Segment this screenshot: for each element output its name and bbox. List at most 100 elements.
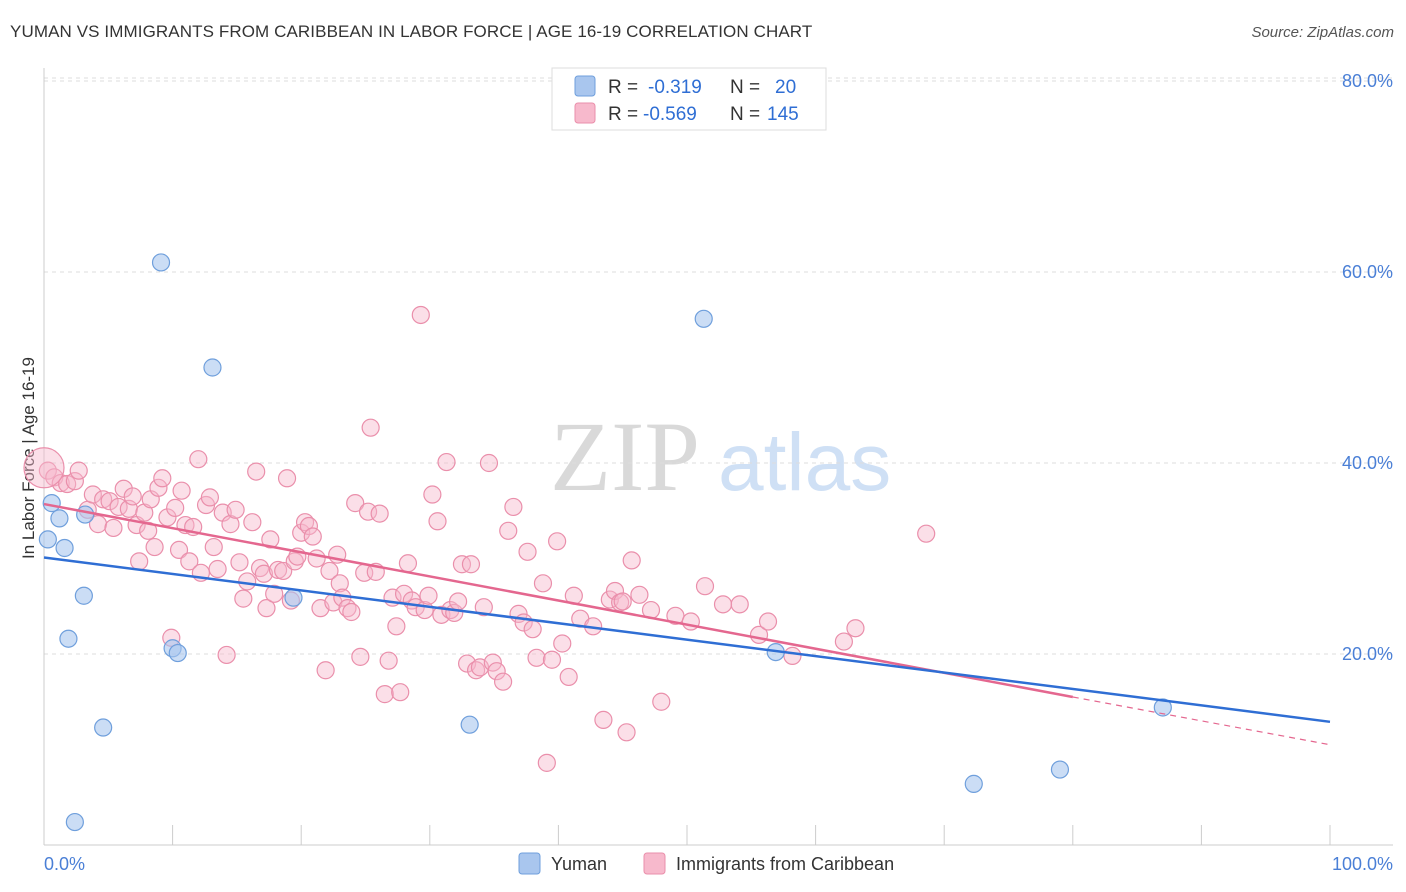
point-yuman <box>168 643 187 663</box>
point-caribbean <box>834 632 853 651</box>
point-caribbean <box>419 586 438 605</box>
point-yuman <box>59 629 78 648</box>
point-caribbean <box>303 527 322 546</box>
point-yuman <box>42 494 61 513</box>
point-caribbean <box>487 662 506 681</box>
point-caribbean <box>537 753 556 772</box>
point-caribbean <box>613 592 632 611</box>
legend-r-label-caribbean: R = <box>608 104 638 125</box>
source-credit: Source: ZipAtlas.com <box>1251 24 1394 41</box>
point-caribbean <box>100 492 119 511</box>
point-caribbean <box>361 418 380 437</box>
point-caribbean <box>448 592 468 611</box>
legend-r-value-caribbean: -0.569 <box>643 104 697 125</box>
point-caribbean <box>559 667 578 687</box>
point-caribbean <box>630 585 649 604</box>
legend-swatch-caribbean <box>574 102 596 124</box>
point-caribbean <box>88 515 108 534</box>
point-caribbean <box>243 513 262 532</box>
point-caribbean <box>594 710 613 729</box>
point-caribbean <box>553 634 572 653</box>
chart-title: YUMAN VS IMMIGRANTS FROM CARIBBEAN IN LA… <box>10 22 813 41</box>
point-caribbean <box>217 645 236 665</box>
x-tick-label-end: 100.0% <box>1332 854 1393 874</box>
point-yuman <box>50 509 69 528</box>
series-caribbean-points <box>23 305 936 772</box>
point-caribbean <box>533 574 553 593</box>
point-caribbean <box>299 516 319 536</box>
point-caribbean <box>391 683 410 702</box>
point-caribbean <box>548 532 567 551</box>
point-caribbean <box>758 612 778 631</box>
point-caribbean <box>695 577 715 596</box>
axes <box>43 68 1393 846</box>
point-caribbean <box>622 551 641 570</box>
watermark-zip: ZIP <box>550 401 700 512</box>
point-yuman <box>94 718 113 737</box>
point-caribbean <box>123 487 142 506</box>
point-caribbean <box>23 447 65 489</box>
legend-swatch-yuman <box>574 75 596 97</box>
point-caribbean <box>379 651 398 670</box>
point-caribbean <box>38 461 57 480</box>
point-caribbean <box>730 595 749 614</box>
point-caribbean <box>320 561 339 581</box>
point-caribbean <box>238 572 257 591</box>
point-caribbean <box>172 481 191 500</box>
bottom-legend-label-yuman: Yuman <box>551 854 607 874</box>
point-yuman <box>55 538 74 558</box>
point-caribbean <box>351 647 370 666</box>
x-ticks <box>172 825 1331 845</box>
trend-lines <box>43 502 1331 746</box>
point-caribbean <box>428 512 447 531</box>
legend-n-value-yuman: 20 <box>775 77 796 98</box>
point-yuman <box>1153 698 1172 717</box>
point-yuman <box>284 588 303 607</box>
legend-box <box>551 67 827 131</box>
bottom-legend-swatch-yuman <box>518 852 541 875</box>
y-tick-label: 40.0% <box>1342 453 1393 473</box>
point-caribbean <box>130 552 149 571</box>
point-caribbean <box>917 524 936 543</box>
point-caribbean <box>652 692 671 711</box>
point-caribbean <box>483 653 502 672</box>
trend-line-caribbean <box>43 502 1074 699</box>
point-caribbean <box>523 620 542 639</box>
y-tick-label: 20.0% <box>1342 644 1393 664</box>
legend-n-label-yuman: N = <box>730 77 760 98</box>
point-caribbean <box>166 498 185 517</box>
point-caribbean <box>230 553 249 572</box>
point-caribbean <box>316 661 335 680</box>
point-caribbean <box>330 574 349 593</box>
y-tick-label: 80.0% <box>1342 71 1393 91</box>
point-caribbean <box>65 472 84 491</box>
point-caribbean <box>437 452 456 472</box>
point-yuman <box>694 309 713 328</box>
point-caribbean <box>277 469 297 488</box>
point-caribbean <box>342 602 361 622</box>
bottom-legend-swatch-caribbean <box>643 852 666 875</box>
point-caribbean <box>257 599 276 618</box>
point-yuman <box>964 774 983 793</box>
trend-line-yuman <box>43 556 1331 724</box>
point-caribbean <box>104 518 123 538</box>
point-caribbean <box>461 555 481 574</box>
legend-n-label-caribbean: N = <box>730 104 760 125</box>
point-caribbean <box>307 549 326 568</box>
y-axis-label: In Labor Force | Age 16-19 <box>19 357 38 559</box>
point-yuman <box>1050 760 1070 779</box>
point-caribbean <box>542 650 562 669</box>
point-caribbean <box>846 619 865 638</box>
series-yuman-points <box>38 253 1172 832</box>
point-caribbean <box>494 672 513 691</box>
point-caribbean <box>83 485 102 504</box>
point-caribbean <box>504 497 523 517</box>
point-caribbean <box>139 521 158 540</box>
point-yuman <box>76 505 95 524</box>
point-caribbean <box>265 584 284 603</box>
point-caribbean <box>783 646 802 666</box>
point-caribbean <box>234 589 253 608</box>
point-caribbean <box>474 598 493 617</box>
point-caribbean <box>285 552 304 571</box>
